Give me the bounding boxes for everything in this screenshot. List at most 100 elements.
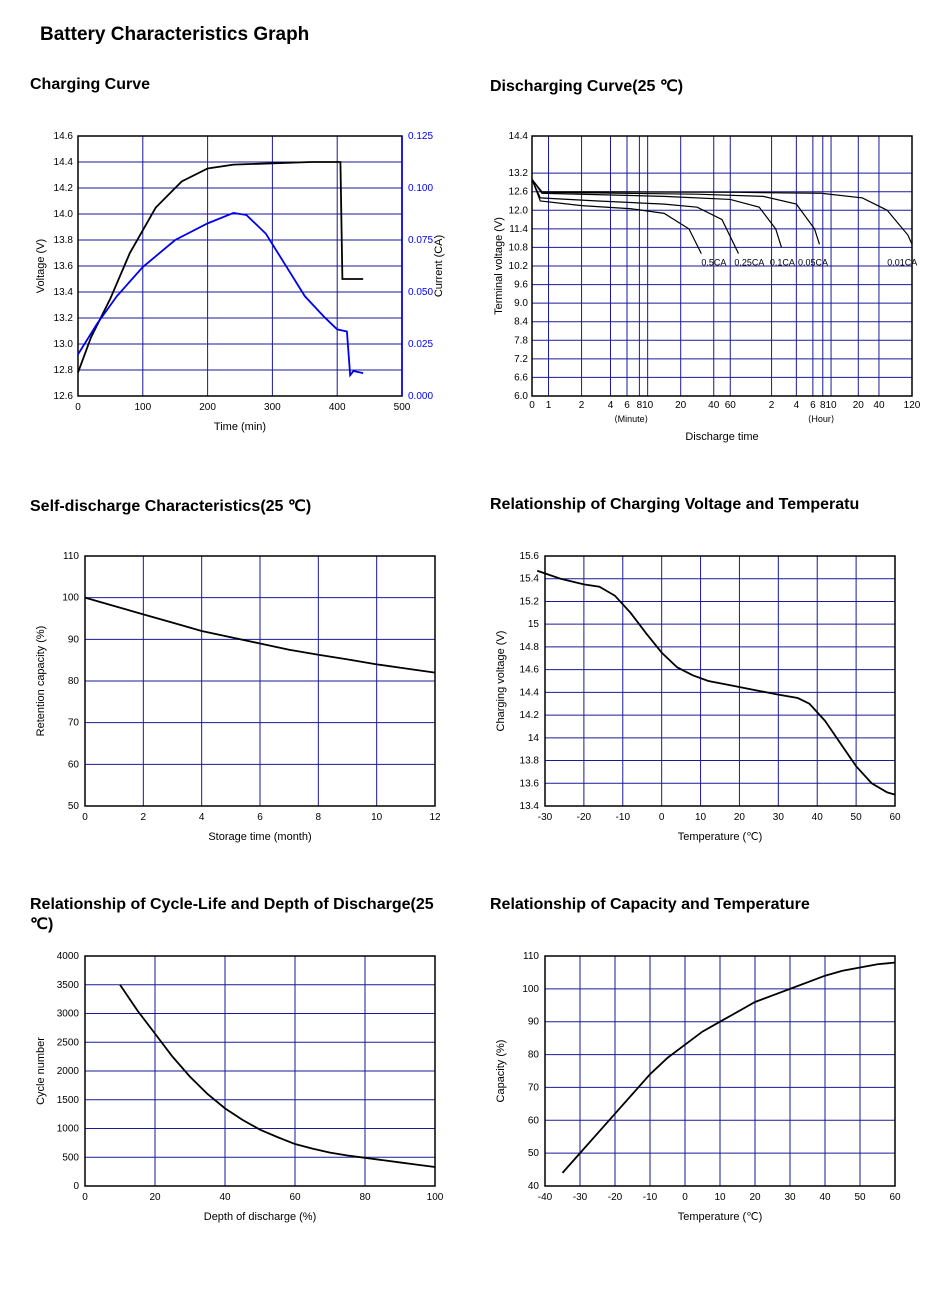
svg-text:-20: -20 <box>577 812 592 823</box>
svg-text:0.000: 0.000 <box>408 391 433 402</box>
svg-text:9.6: 9.6 <box>514 280 528 291</box>
svg-text:4: 4 <box>608 400 614 411</box>
svg-text:10: 10 <box>695 812 707 823</box>
chart-svg: -30-20-10010203040506013.413.613.81414.2… <box>490 546 910 846</box>
svg-text:0: 0 <box>529 400 535 411</box>
chart-title: Self-discharge Characteristics(25 ℃) <box>30 496 450 538</box>
chart-self-discharge: Self-discharge Characteristics(25 ℃) 024… <box>30 486 450 846</box>
svg-text:40: 40 <box>819 1192 831 1203</box>
svg-text:40: 40 <box>528 1181 540 1192</box>
svg-text:14.4: 14.4 <box>520 687 540 698</box>
svg-text:60: 60 <box>889 1192 901 1203</box>
svg-text:2000: 2000 <box>57 1066 80 1077</box>
svg-text:13.4: 13.4 <box>520 801 540 812</box>
svg-text:0.5CA: 0.5CA <box>701 258 726 268</box>
svg-text:0.125: 0.125 <box>408 131 433 142</box>
svg-text:2500: 2500 <box>57 1037 80 1048</box>
svg-text:40: 40 <box>812 812 824 823</box>
svg-text:10: 10 <box>825 400 837 411</box>
svg-text:13.4: 13.4 <box>54 287 74 298</box>
svg-text:6: 6 <box>624 400 630 411</box>
chart-title: Relationship of Capacity and Temperature <box>490 896 920 938</box>
svg-text:200: 200 <box>199 402 216 413</box>
chart-capacity-temp: Relationship of Capacity and Temperature… <box>490 886 920 1226</box>
svg-text:50: 50 <box>68 801 80 812</box>
svg-text:Current (CA): Current (CA) <box>433 235 445 297</box>
svg-text:10: 10 <box>371 812 383 823</box>
svg-text:2: 2 <box>769 400 775 411</box>
svg-text:80: 80 <box>528 1050 540 1061</box>
chart-svg: 0204060801000500100015002000250030003500… <box>30 946 450 1226</box>
svg-text:15: 15 <box>528 619 540 630</box>
svg-text:0: 0 <box>82 812 88 823</box>
svg-text:-30: -30 <box>573 1192 588 1203</box>
svg-text:120: 120 <box>904 400 920 411</box>
svg-text:2: 2 <box>141 812 147 823</box>
svg-text:0.025: 0.025 <box>408 339 433 350</box>
svg-text:30: 30 <box>784 1192 796 1203</box>
page-title: Battery Characteristics Graph <box>40 24 910 46</box>
svg-text:Capacity (%): Capacity (%) <box>495 1040 507 1103</box>
svg-text:20: 20 <box>149 1192 161 1203</box>
svg-text:Retention capacity (%): Retention capacity (%) <box>35 626 47 737</box>
svg-text:13.6: 13.6 <box>520 778 540 789</box>
svg-text:14.0: 14.0 <box>54 209 74 220</box>
svg-text:Temperature (℃): Temperature (℃) <box>678 831 763 843</box>
svg-text:12.8: 12.8 <box>54 365 74 376</box>
svg-text:-30: -30 <box>538 812 553 823</box>
svg-text:50: 50 <box>851 812 863 823</box>
svg-text:Voltage (V): Voltage (V) <box>35 239 47 293</box>
svg-text:14.8: 14.8 <box>520 642 540 653</box>
svg-text:100: 100 <box>522 984 539 995</box>
chart-title: Relationship of Charging Voltage and Tem… <box>490 496 920 538</box>
svg-text:400: 400 <box>329 402 346 413</box>
chart-charging: Charging Curve 010020030040050012.612.81… <box>30 66 450 446</box>
svg-text:80: 80 <box>359 1192 371 1203</box>
svg-text:0: 0 <box>73 1181 79 1192</box>
svg-text:-10: -10 <box>643 1192 658 1203</box>
charts-grid: Charging Curve 010020030040050012.612.81… <box>30 66 910 1236</box>
chart-svg: 010020030040050012.612.813.013.213.413.6… <box>30 126 450 436</box>
svg-text:50: 50 <box>854 1192 866 1203</box>
svg-text:13.2: 13.2 <box>54 313 74 324</box>
svg-text:13.8: 13.8 <box>54 235 74 246</box>
svg-text:80: 80 <box>68 676 80 687</box>
svg-text:14: 14 <box>528 733 540 744</box>
svg-text:40: 40 <box>873 400 885 411</box>
svg-text:6: 6 <box>257 812 263 823</box>
chart-cycle-life: Relationship of Cycle-Life and Depth of … <box>30 886 450 1226</box>
svg-text:12.0: 12.0 <box>509 205 529 216</box>
svg-text:0: 0 <box>75 402 81 413</box>
svg-text:Cycle number: Cycle number <box>35 1037 47 1105</box>
svg-text:100: 100 <box>427 1192 444 1203</box>
svg-text:14.2: 14.2 <box>520 710 540 721</box>
chart-charge-volt-temp: Relationship of Charging Voltage and Tem… <box>490 486 920 846</box>
svg-text:70: 70 <box>528 1082 540 1093</box>
svg-text:0: 0 <box>659 812 665 823</box>
svg-text:70: 70 <box>68 718 80 729</box>
svg-text:6.0: 6.0 <box>514 391 528 402</box>
svg-text:7.8: 7.8 <box>514 335 528 346</box>
svg-text:12.6: 12.6 <box>54 391 74 402</box>
svg-text:14.4: 14.4 <box>54 157 74 168</box>
svg-text:14.2: 14.2 <box>54 183 74 194</box>
svg-text:12: 12 <box>429 812 441 823</box>
svg-text:500: 500 <box>62 1152 79 1163</box>
svg-text:⟨Minute⟩: ⟨Minute⟩ <box>614 414 648 424</box>
svg-text:50: 50 <box>528 1148 540 1159</box>
svg-text:4000: 4000 <box>57 951 80 962</box>
svg-text:10: 10 <box>642 400 654 411</box>
svg-text:100: 100 <box>62 593 79 604</box>
svg-text:0.050: 0.050 <box>408 287 433 298</box>
svg-text:1: 1 <box>546 400 552 411</box>
chart-title: Charging Curve <box>30 76 450 118</box>
svg-text:500: 500 <box>394 402 411 413</box>
svg-text:40: 40 <box>708 400 720 411</box>
svg-text:14.4: 14.4 <box>509 131 529 142</box>
svg-text:6: 6 <box>810 400 816 411</box>
svg-text:7.2: 7.2 <box>514 354 528 365</box>
svg-text:15.4: 15.4 <box>520 574 540 585</box>
svg-text:110: 110 <box>63 551 79 562</box>
svg-text:13.6: 13.6 <box>54 261 74 272</box>
svg-text:2: 2 <box>579 400 585 411</box>
